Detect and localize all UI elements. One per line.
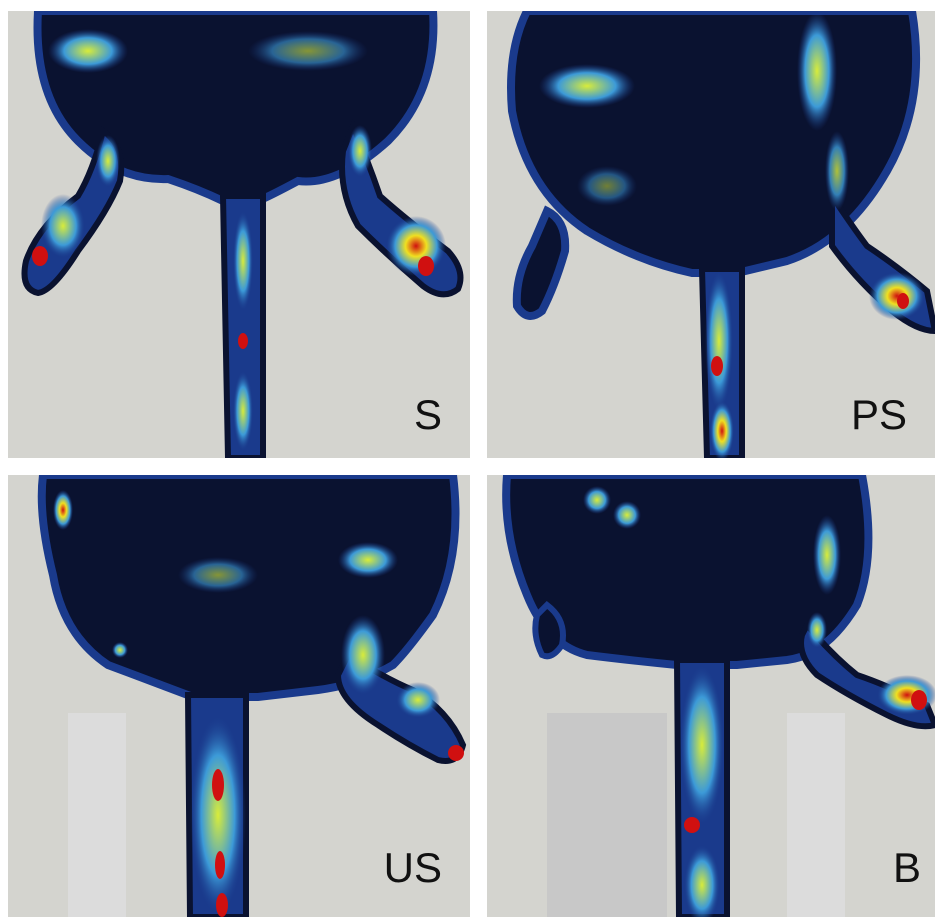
panel-us: US <box>8 475 470 917</box>
thermal-image-ps <box>507 11 935 458</box>
panel-ps: PS <box>487 11 935 458</box>
panel-label-s: S <box>413 391 442 438</box>
thermal-image-s <box>21 11 464 458</box>
thermal-image-b <box>502 475 935 917</box>
panel-label-b: B <box>892 844 921 891</box>
panel-b: B <box>487 475 935 917</box>
panel-label-us: US <box>383 844 442 891</box>
panel-label-ps: PS <box>850 391 907 438</box>
panel-s: S <box>8 11 470 458</box>
thermal-image-us <box>37 475 467 917</box>
